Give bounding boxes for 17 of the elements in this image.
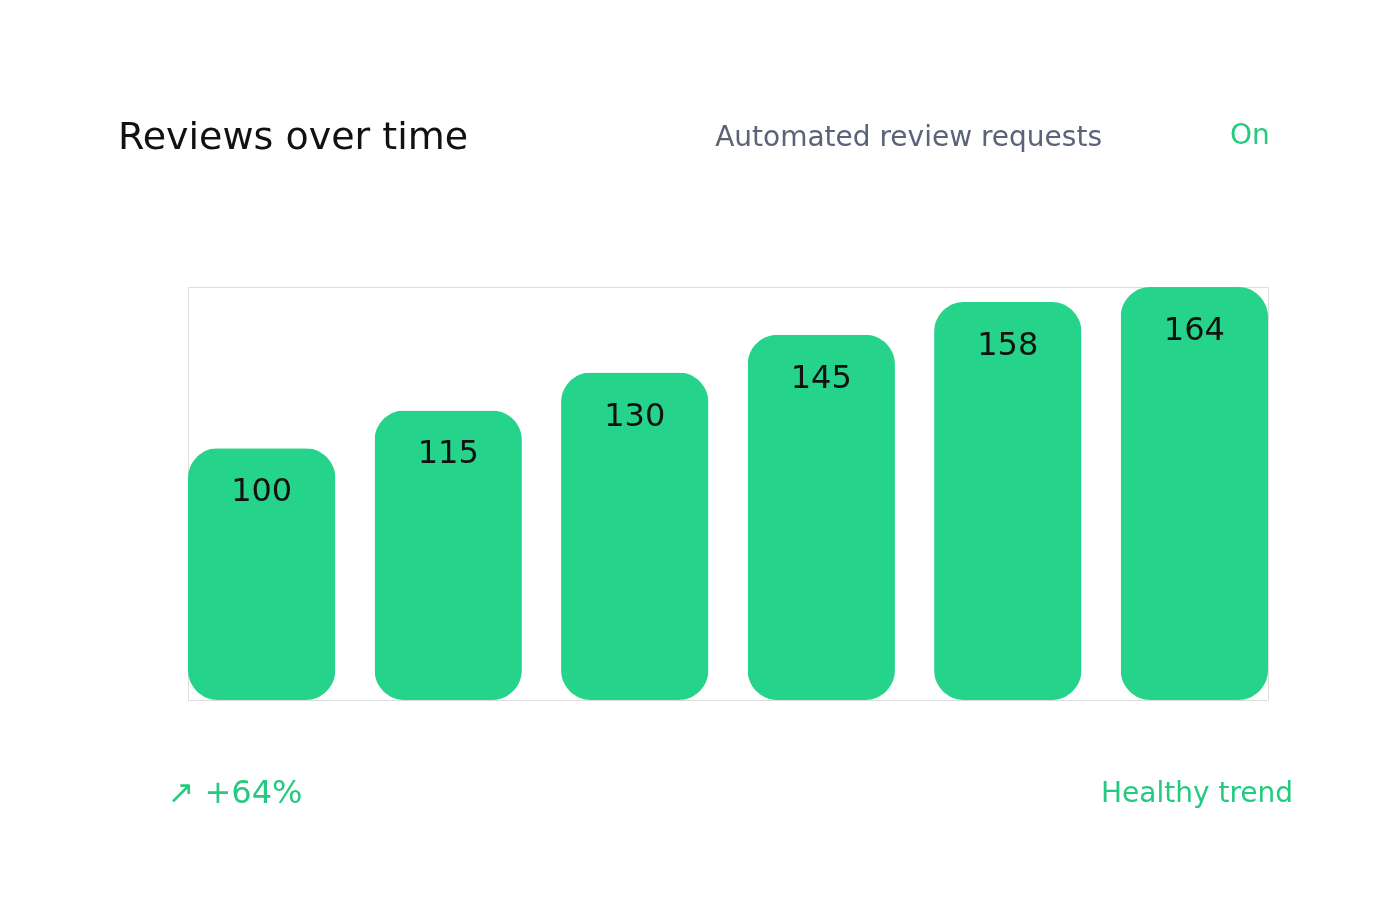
bar bbox=[561, 372, 709, 700]
bar bbox=[934, 302, 1082, 700]
text: ↗ +64% bbox=[167, 773, 303, 811]
bar bbox=[1120, 287, 1268, 700]
text: On bbox=[1230, 118, 1270, 151]
data-label: 145 bbox=[790, 357, 852, 396]
text: Healthy trend bbox=[1101, 776, 1294, 809]
data-label: 130 bbox=[604, 395, 666, 434]
text: Automated review requests bbox=[715, 120, 1102, 153]
bar bbox=[188, 448, 336, 700]
data-label: 158 bbox=[977, 325, 1039, 364]
chart-title: Reviews over time bbox=[118, 114, 469, 158]
bar bbox=[374, 410, 522, 700]
data-label: 100 bbox=[231, 471, 293, 510]
data-label: 164 bbox=[1163, 310, 1225, 348]
bar bbox=[747, 334, 895, 700]
data-label: 115 bbox=[417, 433, 479, 472]
